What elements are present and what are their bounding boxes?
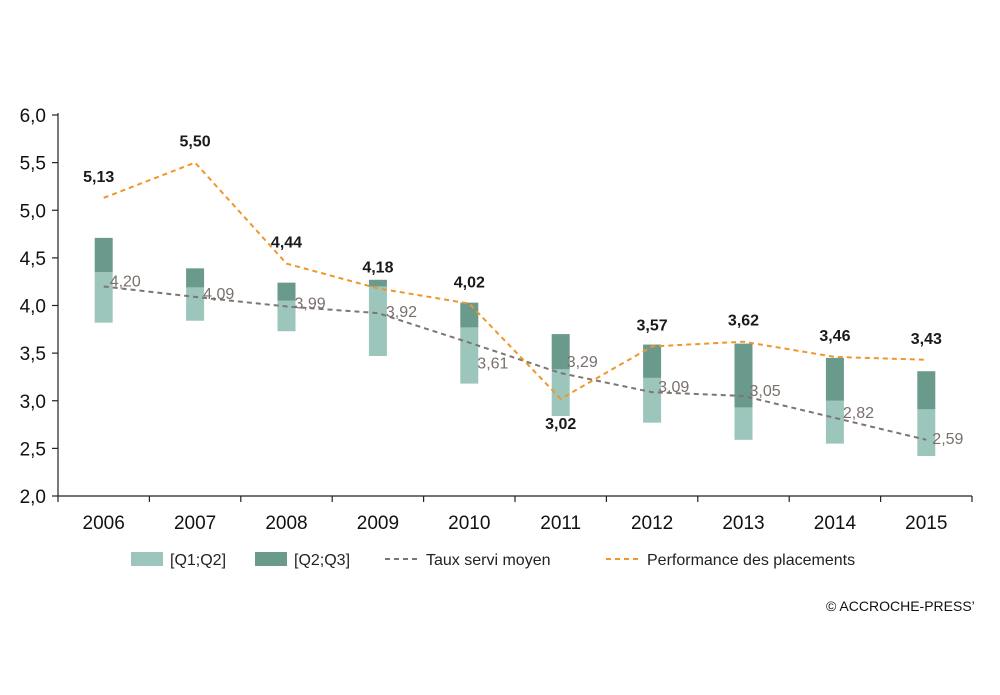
legend-performance-placements-label: Performance des placements (647, 552, 855, 569)
bar-q2-q3 (186, 268, 205, 288)
bar-q1-q2 (917, 409, 936, 456)
legend-q1-q2-label: [Q1;Q2] (170, 552, 226, 569)
bar-q1-q2 (825, 400, 844, 444)
y-tick-label: 5,0 (20, 201, 46, 222)
x-tick-label: 2006 (83, 513, 125, 534)
bar-q1-q2 (94, 272, 113, 323)
y-tick-label: 4,5 (20, 249, 46, 270)
x-tick-label: 2015 (905, 513, 947, 534)
y-tick-label: 6,0 (20, 106, 46, 127)
x-tick-label: 2007 (174, 513, 216, 534)
performance-data-label: 4,02 (454, 275, 485, 292)
bar-q1-q2 (277, 300, 296, 332)
bar-q2-q3 (277, 282, 296, 301)
taux-servi-moyen-line (103, 285, 927, 441)
performance-data-label: 4,18 (362, 259, 393, 276)
x-tick-label: 2011 (540, 513, 581, 534)
bar-q2-q3 (94, 237, 113, 273)
performance-data-label: 3,43 (911, 331, 942, 348)
legend-q2-q3-label: [Q2;Q3] (294, 552, 350, 569)
legend-taux-servi-moyen-label: Taux servi moyen (426, 552, 551, 569)
bar-q2-q3 (551, 334, 570, 370)
bar-q2-q3 (368, 279, 387, 287)
x-tick-label: 2009 (357, 513, 399, 534)
legend-q2-q3-swatch (255, 552, 287, 566)
taux-data-label: 3,61 (477, 356, 508, 373)
y-tick-label: 2,5 (20, 439, 46, 460)
y-tick-label: 5,5 (20, 154, 46, 175)
taux-data-label: 2,59 (932, 431, 963, 448)
copyright-credit: © ACCROCHE-PRESS’ (826, 598, 975, 614)
y-tick-label: 4,0 (20, 297, 46, 318)
taux-data-label: 4,09 (203, 286, 234, 303)
performance-placements-line (103, 161, 927, 401)
taux-data-label: 3,05 (750, 383, 781, 400)
y-tick-label: 3,5 (20, 344, 46, 365)
bar-q2-q3 (460, 302, 479, 328)
y-tick-label: 3,0 (20, 392, 46, 413)
performance-data-label: 3,46 (819, 328, 850, 345)
bar-q2-q3 (917, 371, 936, 410)
taux-data-label: 3,92 (386, 304, 417, 321)
x-tick-label: 2013 (722, 513, 764, 534)
bar-q2-q3 (734, 343, 753, 408)
performance-data-label: 3,02 (545, 416, 576, 433)
x-tick-label: 2014 (814, 513, 857, 534)
performance-data-label: 4,44 (271, 235, 302, 252)
bar-q2-q3 (825, 357, 844, 401)
performance-data-label: 3,62 (728, 313, 759, 330)
x-tick-label: 2008 (265, 513, 307, 534)
taux-data-label: 3,99 (295, 295, 326, 312)
bar-q1-q2 (734, 407, 753, 440)
bar-q1-q2 (643, 377, 662, 423)
taux-data-label: 3,09 (658, 379, 689, 396)
bar-q1-q2 (186, 287, 205, 321)
taux-data-label: 2,82 (843, 405, 874, 422)
bar-q1-q2 (460, 327, 479, 384)
taux-data-label: 3,29 (567, 354, 598, 371)
x-tick-label: 2010 (448, 513, 490, 534)
taux-data-label: 4,20 (110, 273, 141, 290)
performance-data-label: 5,50 (180, 134, 211, 151)
y-tick-label: 2,0 (20, 487, 46, 508)
bar-q2-q3 (643, 344, 662, 378)
x-tick-label: 2012 (631, 513, 673, 534)
legend-q1-q2-swatch (131, 552, 163, 566)
bar-q1-q2 (368, 286, 387, 356)
performance-data-label: 5,13 (83, 169, 114, 186)
bar-q1-q2 (551, 369, 570, 416)
performance-data-label: 3,57 (637, 317, 668, 334)
